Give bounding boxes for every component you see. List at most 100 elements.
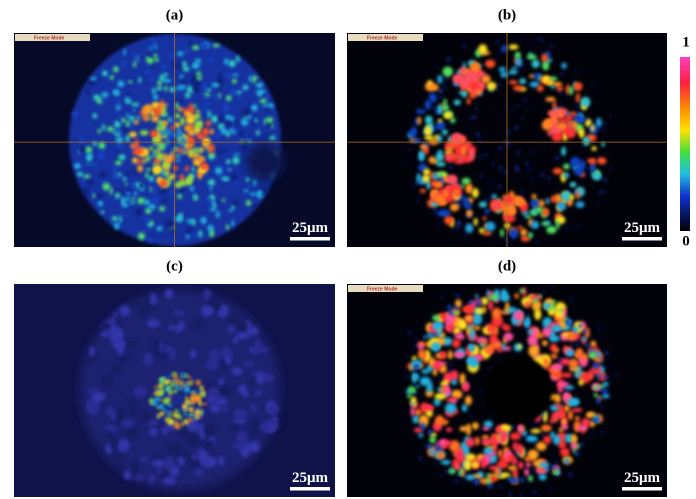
speckle bbox=[509, 479, 515, 483]
speckle bbox=[437, 223, 440, 226]
speckle bbox=[179, 213, 182, 218]
speckle bbox=[446, 175, 457, 184]
speckle bbox=[147, 185, 153, 188]
speckle bbox=[511, 110, 513, 112]
speckle bbox=[201, 83, 207, 90]
speckle bbox=[189, 42, 192, 47]
speckle bbox=[458, 399, 463, 401]
speckle bbox=[232, 157, 240, 164]
speckle bbox=[539, 474, 547, 480]
speckle bbox=[189, 391, 195, 393]
speckle bbox=[541, 51, 543, 55]
speckle bbox=[450, 203, 459, 211]
speckle bbox=[551, 353, 557, 359]
speckle bbox=[521, 63, 524, 67]
speckle bbox=[426, 444, 433, 448]
speckle bbox=[114, 121, 120, 128]
speckle bbox=[535, 240, 537, 243]
speckle bbox=[215, 132, 220, 139]
speckle bbox=[591, 146, 596, 150]
speckle bbox=[91, 161, 96, 166]
speckle bbox=[574, 82, 583, 91]
speckle bbox=[603, 190, 606, 192]
speckle bbox=[127, 171, 131, 175]
speckle bbox=[196, 132, 201, 136]
speckle bbox=[207, 395, 214, 405]
speckle bbox=[542, 290, 547, 293]
speckle bbox=[520, 289, 525, 293]
speckle bbox=[176, 217, 184, 221]
speckle bbox=[532, 59, 540, 68]
image-panel: Freeze Mode25μm bbox=[347, 279, 667, 499]
speckle bbox=[86, 88, 89, 94]
speckle bbox=[543, 147, 547, 150]
speckle bbox=[132, 185, 137, 189]
speckle bbox=[571, 434, 576, 445]
speckle bbox=[184, 419, 189, 424]
speckle bbox=[222, 404, 228, 413]
speckle bbox=[597, 200, 599, 203]
speckle bbox=[567, 122, 574, 126]
speckle bbox=[430, 84, 439, 91]
speckle bbox=[484, 199, 487, 202]
speckle bbox=[226, 224, 229, 230]
tag-text: Freeze Mode bbox=[367, 286, 398, 292]
speckle bbox=[212, 94, 217, 100]
speckle bbox=[425, 116, 433, 125]
speckle bbox=[99, 172, 106, 177]
speckle bbox=[159, 206, 165, 211]
speckle bbox=[435, 415, 444, 426]
speckle bbox=[176, 158, 180, 162]
speckle bbox=[445, 146, 453, 152]
speckle bbox=[495, 89, 499, 92]
speckle bbox=[232, 78, 237, 83]
speckle bbox=[551, 325, 562, 332]
speckle bbox=[133, 386, 147, 398]
speckle bbox=[550, 284, 555, 286]
speckle bbox=[418, 350, 427, 360]
speckle bbox=[187, 409, 193, 411]
speckle bbox=[581, 97, 591, 107]
speckle bbox=[130, 202, 136, 205]
speckle bbox=[451, 379, 457, 385]
speckle bbox=[226, 130, 230, 135]
speckle bbox=[485, 209, 490, 214]
speckle bbox=[529, 169, 532, 172]
speckle bbox=[502, 433, 508, 440]
speckle bbox=[601, 431, 604, 435]
speckle bbox=[117, 193, 120, 198]
speckle bbox=[200, 450, 208, 464]
speckle bbox=[251, 104, 258, 111]
speckle bbox=[528, 345, 539, 357]
speckle bbox=[430, 448, 435, 455]
speckle bbox=[570, 342, 573, 347]
speckle bbox=[465, 315, 473, 321]
speckle bbox=[102, 124, 105, 131]
speckle bbox=[163, 404, 165, 407]
speckle bbox=[596, 397, 600, 403]
speckle bbox=[565, 127, 576, 138]
speckle bbox=[168, 391, 172, 395]
speckle bbox=[459, 468, 463, 475]
speckle bbox=[231, 201, 238, 206]
speckle bbox=[180, 79, 185, 83]
speckle bbox=[439, 351, 447, 358]
speckle bbox=[561, 147, 566, 156]
speckle bbox=[528, 449, 539, 459]
speckle bbox=[410, 402, 416, 405]
speckle bbox=[147, 319, 160, 327]
speckle bbox=[163, 378, 165, 380]
speckle bbox=[545, 97, 555, 102]
speckle bbox=[82, 164, 85, 168]
speckle bbox=[156, 87, 163, 91]
speckle bbox=[452, 339, 461, 348]
speckle bbox=[480, 139, 482, 143]
speckle bbox=[500, 115, 504, 118]
speckle bbox=[551, 300, 556, 303]
speckle bbox=[466, 454, 476, 461]
speckle bbox=[567, 390, 570, 392]
speckle bbox=[152, 196, 159, 204]
speckle bbox=[129, 132, 137, 138]
speckle bbox=[142, 158, 145, 163]
speckle bbox=[121, 419, 134, 428]
